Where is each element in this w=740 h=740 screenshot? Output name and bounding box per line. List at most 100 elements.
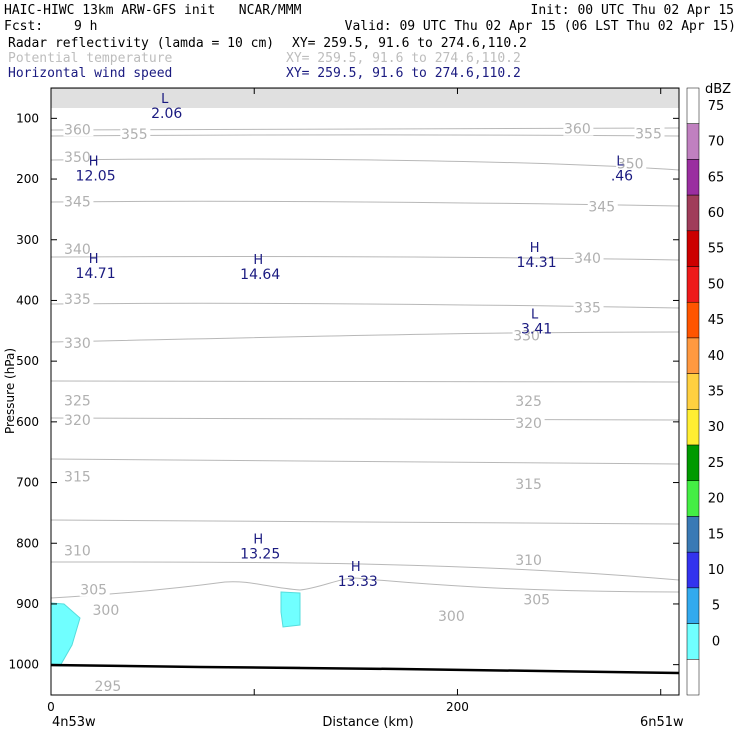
colorbar-swatch [686,587,700,624]
theta-contour-label: 300 [93,603,120,619]
plot-title: HAIC-HIWC 13km ARW-GFS init NCAR/MMM [4,3,302,18]
y-axis-title: Pressure (hPa) [3,348,17,434]
theta-label-bg [91,602,122,618]
x-axis: 0 200 [47,88,662,714]
theta-contour-label: 295 [95,679,122,695]
colorbar-level-label: 25 [708,456,725,471]
colorbar-swatch [686,409,700,446]
terrain-line [51,663,679,675]
y-tick-label: 800 [16,536,39,550]
field-name-wind: Horizontal wind speed [8,66,173,81]
colorbar-swatch [686,480,700,517]
colorbar-level-label: 65 [708,170,725,185]
theta-contour-label: 320 [64,413,91,429]
wind-extremum-value: 3.41 [521,322,552,338]
forecast-label: Fcst: [4,19,44,34]
theta-contour-label: 335 [64,292,91,308]
field-name-reflectivity: Radar reflectivity (lamda = 10 cm) [8,36,275,51]
theta-label-bg [63,193,94,209]
x-tick-label: 0 [47,700,55,714]
theta-contour-label: 345 [64,195,91,211]
wind-extrema-labels: L2.06H12.05L.46H14.71H14.64H14.31L3.41H1… [76,92,634,590]
colorbar-swatch [686,123,700,160]
theta-contour-label: 340 [64,242,91,258]
y-tick-label: 1000 [8,658,39,672]
theta-label-bg [514,475,545,491]
wind-extremum-value: 12.05 [76,169,116,185]
colorbar-level-label: 60 [708,206,725,221]
theta-contour-label: 360 [64,122,91,138]
y-tick-label: 200 [16,172,39,186]
valid-time: Valid: 09 UTC Thu 02 Apr 15 (06 LST Thu … [344,19,736,34]
theta-contour-label: 305 [80,582,107,598]
theta-label-bg [63,240,94,256]
theta-label-bg [563,120,594,136]
colorbar-level-label: 40 [708,349,725,364]
wind-extremum-value: 13.33 [338,574,378,590]
colorbar-swatch [686,373,700,410]
colorbar-level-label: 10 [708,563,725,578]
theta-label-bg [63,392,94,408]
colorbar-level-label: 5 [712,599,720,614]
theta-contour-label: 355 [635,127,662,143]
colorbar-swatch [686,159,700,196]
field-xy-theta: XY= 259.5, 91.6 to 274.6,110.2 [286,51,521,66]
theta-contour-label: 335 [574,301,601,317]
theta-contour-325 [51,379,679,383]
theta-contour-330 [51,331,679,343]
y-tick-label: 300 [16,233,39,247]
wind-extremum-value: 14.64 [240,267,280,283]
y-tick-label: 500 [16,354,39,368]
theta-label-bg [63,149,94,165]
y-tick-label: 400 [16,293,39,307]
theta-contour-label: 350 [617,156,644,172]
wind-extremum-type: L [616,155,624,170]
theta-contour-label: 345 [588,199,615,215]
theta-contour-label: 355 [121,127,148,143]
theta-label-bg [512,327,543,343]
colorbar-title: dBZ [705,82,731,97]
wind-extremum-value: .46 [611,169,633,185]
theta-contour-label: 325 [64,394,91,410]
theta-contour-label: 340 [574,251,601,267]
theta-contour-label: 325 [515,394,542,410]
theta-contour-label: 315 [64,469,91,485]
theta-contour-label: 300 [438,609,465,625]
wind-extremum-type: H [89,252,99,267]
theta-label-bg [63,291,94,307]
theta-contour-label: 310 [515,553,542,569]
theta-label-bg [63,542,94,558]
wind-extremum-value: 14.31 [517,255,557,271]
theta-contour-label: 350 [64,150,91,166]
x-end-label-left: 4n53w [52,715,96,730]
plot-frame [50,87,680,696]
colorbar-level-label: 35 [708,385,725,400]
wind-extremum-value: 2.06 [151,106,182,122]
theta-label-bg [63,334,94,350]
theta-label-bg [93,677,124,693]
theta-label-bg [587,198,618,214]
theta-label-bg [63,412,94,428]
theta-label-bg [120,126,151,142]
theta-label-bg [573,249,604,265]
wind-extremum-type: H [530,241,540,256]
theta-contour-350 [51,158,679,171]
colorbar-level-label: 45 [708,313,725,328]
forecast-value: 9 h [74,19,98,34]
colorbar-swatch [686,337,700,374]
theta-label-bg [514,415,545,431]
field-xy-reflectivity: XY= 259.5, 91.6 to 274.6,110.2 [292,36,527,51]
theta-contour-label: 330 [513,329,540,345]
field-name-theta: Potential temperature [8,51,173,66]
colorbar-level-label: 0 [712,634,720,649]
colorbar-level-label: 75 [708,99,725,114]
colorbar-swatch [686,444,700,482]
stratosphere-theta-bands [51,88,679,108]
wind-extremum-type: L [531,308,539,323]
field-xy-wind: XY= 259.5, 91.6 to 274.6,110.2 [286,66,521,81]
y-tick-label: 700 [16,476,39,490]
reflectivity-cell-left [51,602,81,667]
theta-label-bg [63,121,94,137]
